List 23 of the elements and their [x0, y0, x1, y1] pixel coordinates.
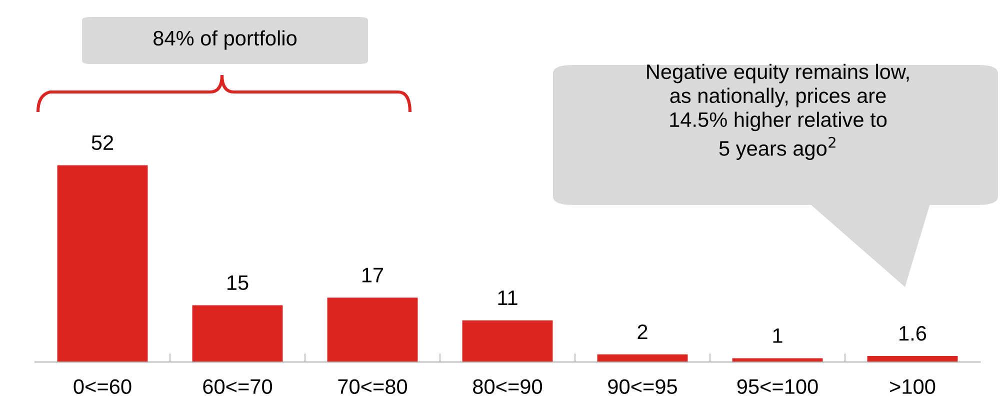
bar [462, 320, 553, 362]
x-tick-label: 70<=80 [338, 379, 408, 394]
bar [327, 298, 418, 362]
bar [597, 354, 688, 362]
bar [57, 165, 148, 362]
data-label: 1.6 [900, 326, 926, 341]
x-tick-label: >100 [890, 379, 936, 394]
bar [192, 305, 283, 362]
text: 84% of portfolio [154, 30, 297, 50]
bar [867, 356, 958, 362]
x-tick-label: 90<=95 [608, 379, 677, 394]
data-label: 15 [228, 275, 248, 290]
data-label: 17 [362, 268, 384, 282]
data-label: 1 [773, 328, 782, 343]
x-tick-label: 0<=60 [74, 379, 132, 394]
data-label: 2 [638, 324, 648, 339]
data-label: 52 [92, 135, 114, 150]
x-tick-label: 60<=70 [203, 379, 272, 394]
x-tick-label: 95<=100 [737, 379, 818, 394]
bar [732, 358, 823, 362]
x-tick-label: 80<=90 [473, 379, 542, 394]
text: Negative equity remains low, as nationally, prices are 14.5% higher relative to 5 years ago$^{2}$ [647, 64, 909, 160]
data-label: 11 [498, 290, 518, 305]
